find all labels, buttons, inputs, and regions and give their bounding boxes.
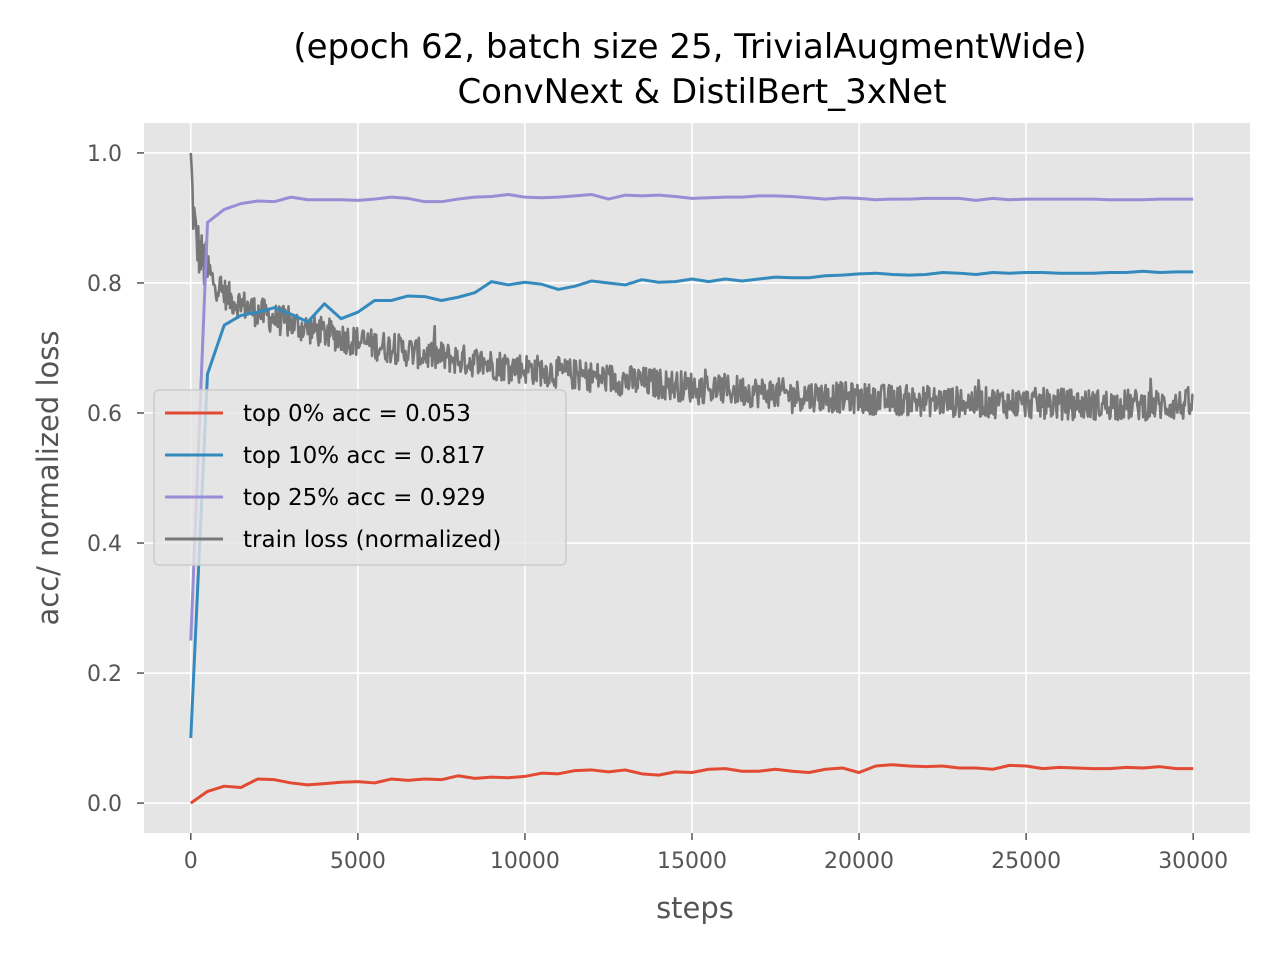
y-tick-label: 0.6 xyxy=(87,402,122,427)
x-tick-label: 5000 xyxy=(330,849,386,874)
series-line-top25 xyxy=(189,193,1194,641)
legend: top 0% acc = 0.053 top 10% acc = 0.817 top… xyxy=(153,389,567,566)
legend-item-top10-label: top 10% acc = 0.817 xyxy=(243,443,486,469)
series-line-train-loss xyxy=(189,152,1194,422)
y-tick-label: 0.8 xyxy=(87,272,122,297)
series-line-top0 xyxy=(189,763,1194,805)
y-axis-label: acc/ normalized loss xyxy=(31,330,65,625)
x-tick-label: 0 xyxy=(184,849,198,874)
x-tick-label: 30000 xyxy=(1158,849,1228,874)
axis-ticks: 0 5000 10000 15000 20000 25000 30000 0.0 0.2 0.4 0… xyxy=(87,142,1228,874)
x-tick-label: 20000 xyxy=(824,849,894,874)
legend-item-top0-label: top 0% acc = 0.053 xyxy=(243,401,471,427)
x-tick-label: 10000 xyxy=(490,849,560,874)
chart-title-line2: ConvNext & DistilBert_3xNet xyxy=(457,72,946,112)
y-tick-label: 0.4 xyxy=(87,532,122,557)
x-tick-label: 15000 xyxy=(657,849,727,874)
x-axis-label: steps xyxy=(656,891,734,925)
legend-item-train-loss-label: train loss (normalized) xyxy=(243,527,501,553)
series-layer xyxy=(189,152,1194,805)
series-line-top10 xyxy=(189,269,1194,739)
chart-title-line1: (epoch 62, batch size 25, TrivialAugment… xyxy=(293,27,1086,67)
legend-box xyxy=(153,389,567,566)
y-tick-label: 0.2 xyxy=(87,662,122,687)
y-tick-label: 0.0 xyxy=(87,792,122,817)
y-tick-label: 1.0 xyxy=(87,142,122,167)
legend-item-top25-label: top 25% acc = 0.929 xyxy=(243,485,486,511)
x-tick-label: 25000 xyxy=(991,849,1061,874)
